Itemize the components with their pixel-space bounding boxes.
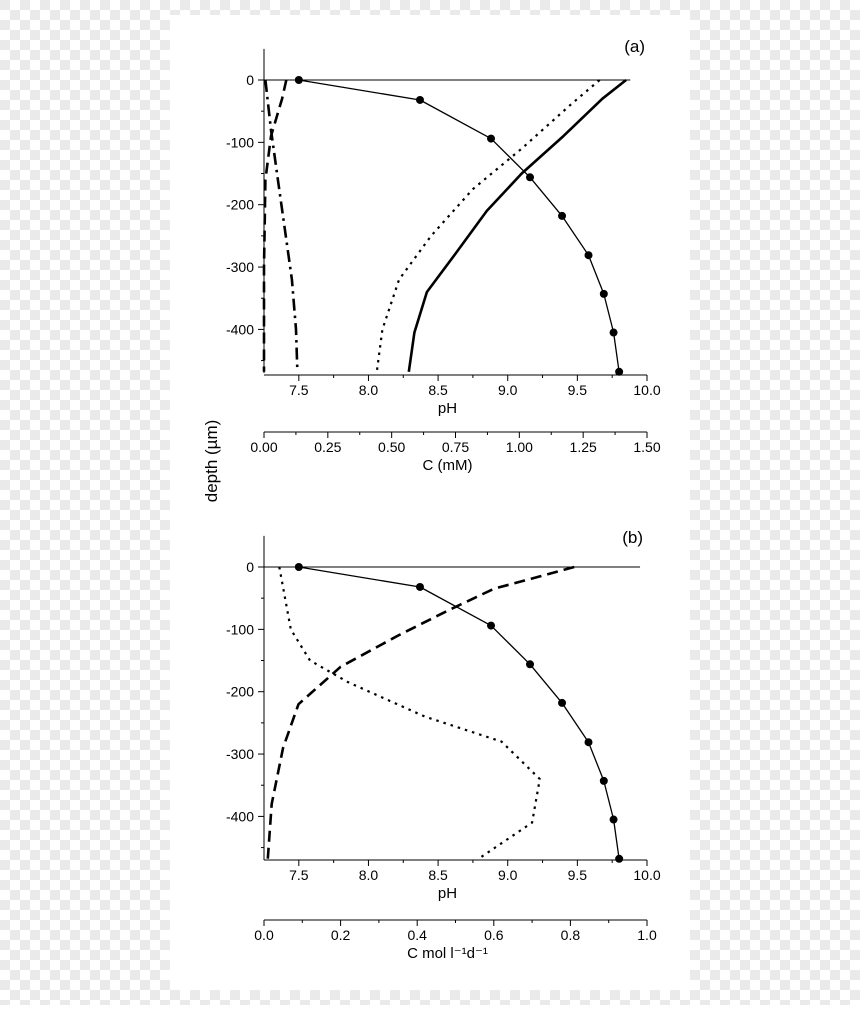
panel-a: (a) 0 -100 -200 -300 -400 7.5 8.0 8.5 9.0 9.5 10.0 p… — [226, 37, 661, 474]
y-tick-label: -300 — [226, 259, 254, 275]
panel-b: (b) 0 -100 -200 -300 -400 7.5 8.0 8.5 9.0 9.5 10.0 p… — [226, 528, 661, 962]
data-point — [558, 211, 567, 220]
x-tick-label: 0.00 — [250, 439, 277, 455]
x-tick-label: 0.0 — [254, 927, 274, 943]
x-axis-label: C mol l⁻¹d⁻¹ — [407, 945, 488, 962]
x-tick-label: 7.5 — [289, 382, 309, 398]
series-line-solid-thick — [407, 78, 627, 372]
panel-label: (a) — [624, 37, 645, 56]
x-tick-label: 1.00 — [506, 439, 533, 455]
data-point — [584, 738, 593, 747]
data-point — [294, 563, 303, 571]
y-tick-label: -300 — [226, 746, 254, 762]
y-tick-label: -200 — [226, 197, 254, 213]
data-point — [415, 95, 424, 104]
x-tick-label: 8.0 — [359, 382, 379, 398]
x-tick-label: 1.50 — [633, 439, 660, 455]
x-tick-label: 9.5 — [568, 867, 588, 883]
x-tick-label: 0.4 — [407, 927, 427, 943]
y-tick-label: -400 — [226, 808, 254, 824]
x-tick-label: 0.50 — [378, 439, 405, 455]
y-tick-label: 0 — [246, 72, 254, 88]
x-axis-label: C (mM) — [423, 457, 473, 474]
x-tick-label: 10.0 — [633, 382, 660, 398]
data-point — [609, 815, 618, 824]
figure-background — [170, 15, 690, 990]
x-tick-label: 0.8 — [561, 927, 581, 943]
x-axis-label: pH — [438, 400, 457, 417]
data-point — [526, 660, 535, 669]
x-axis-label: pH — [438, 885, 457, 902]
data-point — [415, 582, 424, 591]
x-tick-label: 1.25 — [570, 439, 597, 455]
x-tick-label: 8.5 — [428, 382, 448, 398]
data-point — [558, 698, 567, 707]
series-line-dash-dot — [264, 79, 299, 372]
x-tick-label: 1.0 — [637, 927, 657, 943]
x-tick-label: 0.2 — [331, 927, 351, 943]
y-tick-label: -400 — [226, 321, 254, 337]
x-tick-label: 0.25 — [314, 439, 341, 455]
data-point — [615, 854, 624, 863]
series-line-dotted — [278, 566, 541, 860]
x-tick-label: 8.0 — [359, 867, 379, 883]
x-tick-label: 8.5 — [428, 867, 448, 883]
y-tick-label: -200 — [226, 684, 254, 700]
x-tick-label: 7.5 — [289, 867, 309, 883]
data-point — [487, 621, 496, 630]
shared-y-axis-label: depth (µm) — [202, 420, 221, 503]
y-tick-label: -100 — [226, 134, 254, 150]
x-tick-label: 0.75 — [442, 439, 469, 455]
data-point — [599, 289, 608, 298]
x-tick-label: 9.0 — [498, 382, 518, 398]
y-tick-label: -100 — [226, 621, 254, 637]
data-point — [294, 76, 303, 84]
data-point — [487, 134, 496, 143]
x-tick-label: 10.0 — [633, 867, 660, 883]
y-tick-label: 0 — [246, 559, 254, 575]
series-line-dashed — [266, 565, 575, 859]
data-point — [615, 367, 624, 376]
data-point — [584, 251, 593, 260]
x-tick-label: 9.0 — [498, 867, 518, 883]
series-line-dashed — [262, 79, 288, 372]
x-tick-label: 9.5 — [568, 382, 588, 398]
data-point — [526, 173, 535, 182]
data-point — [599, 776, 608, 785]
panel-label: (b) — [622, 528, 643, 547]
x-tick-label: 0.6 — [484, 927, 504, 943]
data-point — [609, 328, 618, 337]
